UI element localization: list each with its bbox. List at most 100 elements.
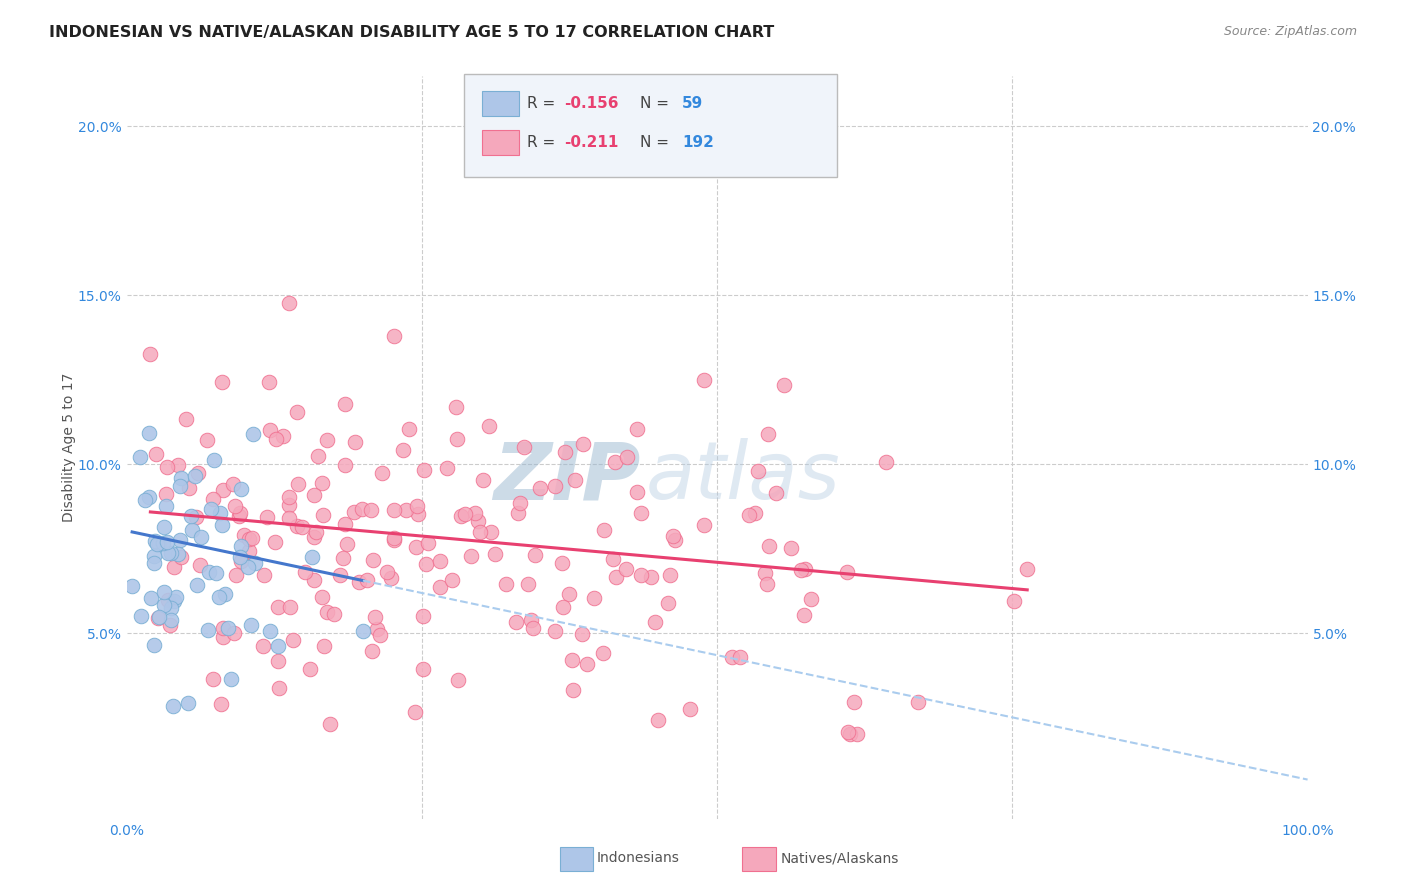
Point — [156, 460, 179, 475]
Text: INDONESIAN VS NATIVE/ALASKAN DISABILITY AGE 5 TO 17 CORRELATION CHART: INDONESIAN VS NATIVE/ALASKAN DISABILITY … — [49, 25, 775, 40]
Text: 192: 192 — [682, 136, 714, 150]
Point — [208, 506, 231, 520]
Point — [315, 605, 337, 619]
Point — [837, 725, 859, 739]
Point — [240, 531, 263, 545]
Point — [640, 570, 662, 584]
Point — [524, 548, 547, 562]
Point — [271, 429, 294, 443]
Point — [256, 510, 278, 524]
Point — [738, 508, 761, 522]
Text: N =: N = — [640, 136, 673, 150]
Point — [728, 650, 751, 665]
Point — [287, 477, 309, 491]
Point — [1002, 594, 1025, 608]
Y-axis label: Disability Age 5 to 17: Disability Age 5 to 17 — [62, 373, 76, 522]
Point — [322, 607, 344, 621]
Point — [436, 461, 458, 475]
Point — [416, 535, 439, 549]
Point — [233, 527, 256, 541]
Point — [366, 622, 388, 636]
Point — [793, 562, 815, 576]
Point — [846, 727, 869, 741]
Point — [779, 541, 801, 556]
Point — [551, 556, 574, 570]
Point — [630, 568, 652, 582]
Point — [360, 502, 382, 516]
Point — [576, 657, 599, 671]
Point — [336, 537, 359, 551]
Point — [693, 373, 716, 387]
Point — [356, 574, 378, 588]
Point — [214, 587, 236, 601]
Point — [429, 554, 451, 568]
Point — [177, 696, 200, 710]
Point — [616, 450, 638, 464]
Point — [516, 577, 538, 591]
Point — [380, 571, 402, 585]
Point — [138, 491, 160, 505]
Point — [412, 609, 434, 624]
Point — [177, 481, 200, 495]
Point — [252, 639, 274, 653]
Point — [283, 632, 305, 647]
Point — [382, 502, 405, 516]
Point — [630, 506, 652, 520]
Point — [229, 482, 252, 496]
Point — [145, 447, 167, 461]
Point — [212, 630, 235, 644]
Point — [229, 554, 252, 568]
Point — [343, 434, 366, 449]
Point — [219, 672, 242, 686]
Point — [278, 296, 301, 310]
Point — [201, 673, 224, 687]
Point — [159, 618, 181, 632]
Point — [156, 546, 179, 560]
Point — [647, 713, 669, 727]
Point — [444, 400, 467, 414]
Point — [1017, 562, 1039, 576]
Point — [225, 568, 247, 582]
Point — [211, 376, 233, 390]
Point — [188, 558, 211, 572]
Point — [405, 499, 427, 513]
Point — [312, 508, 335, 522]
Point — [644, 615, 666, 629]
Point — [302, 488, 325, 502]
Point — [259, 624, 281, 638]
Point — [278, 490, 301, 504]
Point — [143, 533, 166, 548]
Point — [180, 508, 202, 523]
Point — [259, 423, 281, 437]
Point — [605, 569, 627, 583]
Point — [384, 328, 406, 343]
Point — [361, 644, 384, 658]
Text: -0.156: -0.156 — [564, 96, 619, 111]
Point — [167, 458, 190, 473]
Point — [415, 557, 437, 571]
Point — [181, 523, 204, 537]
Point — [184, 509, 207, 524]
Text: R =: R = — [527, 96, 561, 111]
Point — [513, 440, 536, 454]
Point — [352, 501, 374, 516]
Text: ZIP: ZIP — [494, 438, 640, 516]
Point — [162, 699, 184, 714]
Point — [257, 375, 280, 389]
Point — [460, 549, 482, 564]
Point — [602, 551, 624, 566]
Point — [143, 638, 166, 652]
Point — [626, 422, 648, 436]
Point — [166, 547, 188, 561]
Point — [842, 695, 865, 709]
Point — [190, 530, 212, 544]
Point — [790, 563, 813, 577]
Point — [148, 537, 170, 551]
Point — [195, 433, 218, 447]
Point — [572, 436, 595, 450]
Point — [148, 610, 170, 624]
Point — [662, 529, 685, 543]
Point — [205, 566, 228, 580]
Point — [228, 506, 250, 520]
Point — [302, 530, 325, 544]
